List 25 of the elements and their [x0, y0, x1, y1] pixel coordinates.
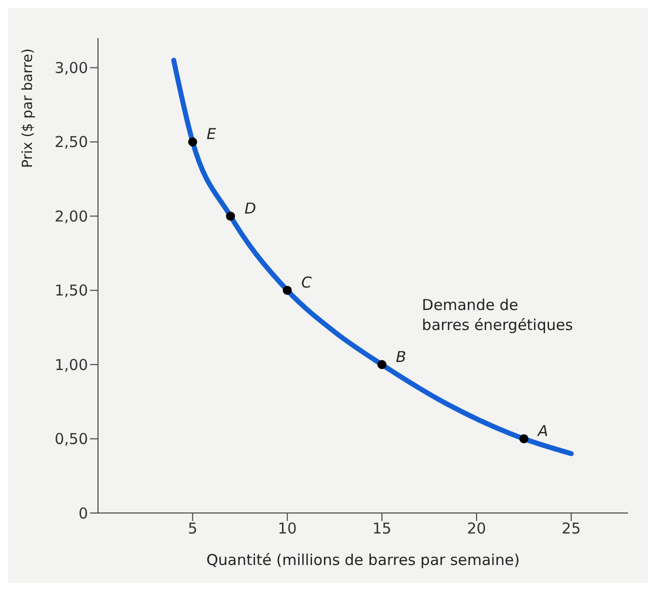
x-tick-label: 5: [188, 520, 198, 538]
point: [282, 286, 292, 295]
x-tick-label: 15: [372, 520, 392, 538]
point: [519, 434, 528, 444]
annotation: C: [301, 274, 312, 292]
y-tick-label: 0,50: [54, 430, 88, 448]
point: [188, 137, 198, 146]
x-tick-label: 25: [562, 520, 581, 538]
y-tick-label: 0: [78, 504, 88, 522]
annotation: E: [206, 125, 217, 144]
y-tick-label: 2,00: [54, 207, 88, 226]
y-tick-label: 2,50: [54, 133, 88, 152]
point: [226, 212, 236, 221]
annotation: B: [396, 348, 406, 366]
x-tick-label: 10: [278, 520, 297, 538]
point: [377, 360, 386, 370]
y-tick-label: 1,00: [54, 356, 88, 374]
text: Demande de barres énergétiques: [422, 294, 573, 335]
y-tick-label: 3,00: [54, 59, 88, 78]
y-tick-label: 1,50: [54, 282, 88, 300]
annotation: D: [244, 199, 256, 218]
x-tick-label: 20: [467, 520, 486, 538]
x-axis-title: Quantité (millions de barres par semaine): [206, 551, 520, 569]
y-axis-title: Prix ($ par barre): [20, 48, 36, 168]
annotation: A: [536, 422, 548, 440]
